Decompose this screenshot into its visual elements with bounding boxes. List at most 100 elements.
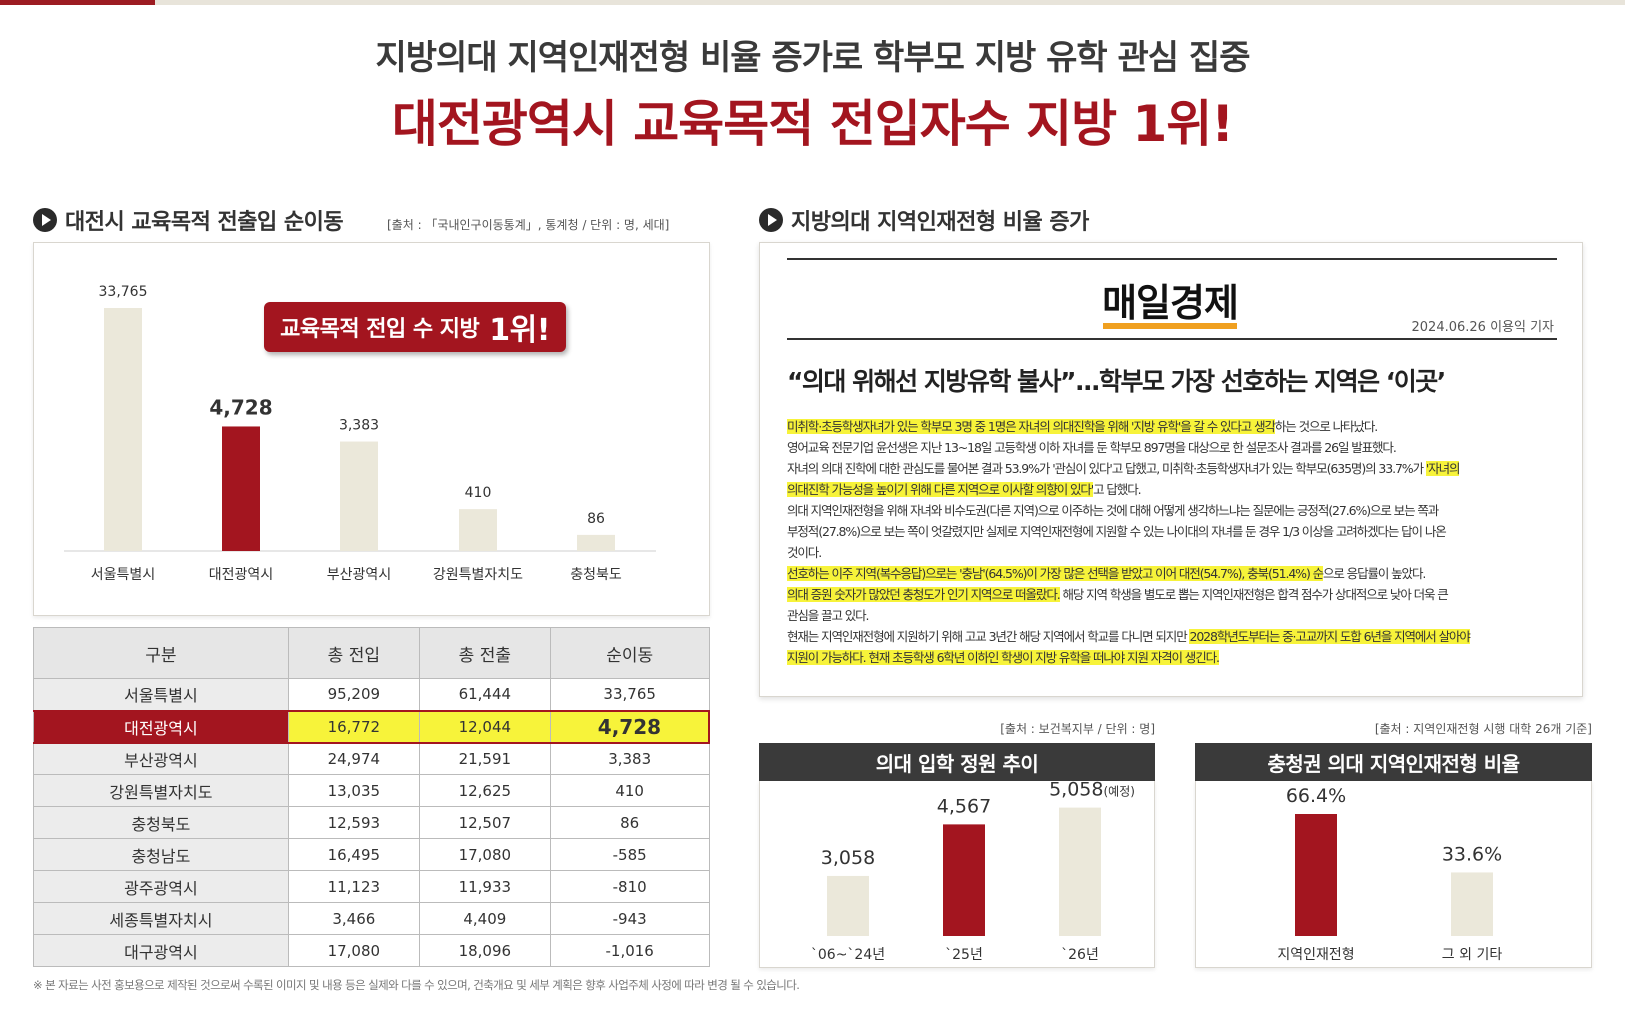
news-text: 으로 응답률이 높았다.	[1323, 566, 1426, 581]
table-row: 충청남도 16,495 17,080 -585	[33, 838, 710, 871]
rank-badge-rank: 1위!	[489, 313, 550, 348]
news-highlight-text: 지원이 가능하다. 현재 초등학생 6학년 이하인 학생이 지방 유학을 떠나야…	[787, 650, 1220, 665]
table-row-header: 광주광역시	[33, 870, 289, 903]
table-cell: 4,728	[549, 709, 710, 744]
top-decor-bar	[0, 0, 1625, 5]
news-body-line: 영어교육 전문기업 윤선생은 지난 13~18일 고등학생 이하 자녀를 둔 학…	[787, 437, 1557, 458]
table-header-cell: 순이동	[549, 627, 710, 679]
news-body-line: 지원이 가능하다. 현재 초등학생 6학년 이하인 학생이 지방 유학을 떠나야…	[787, 647, 1557, 668]
play-bullet-icon	[759, 208, 783, 232]
right-section-title: 지방의대 지역인재전형 비율 증가	[759, 204, 1089, 236]
table-row-header: 대전광역시	[33, 709, 289, 744]
chart-data-label: 3,383	[339, 418, 379, 434]
left-section-title: 대전시 교육목적 전출입 순이동	[33, 204, 344, 236]
table-row-header: 서울특별시	[33, 678, 289, 711]
quota-chart: 3,058 `06~`24년 4,567 `25년 5,058(예정) `26년	[811, 781, 1135, 963]
news-text: 해당 지역 학생을 별도로 뽑는 지역인재전형은 합격 점수가 상대적으로 낮아…	[1059, 587, 1448, 602]
chart-data-label: 4,567	[937, 795, 991, 817]
table-cell: -585	[549, 838, 710, 871]
chart-data-label: 66.4%	[1286, 785, 1346, 807]
table-header-cell: 총 전출	[418, 627, 551, 679]
news-highlight-text: 의대 증원 숫자가 많았던 충청도가 인기 지역으로 떠올랐다.	[787, 587, 1061, 602]
news-text: 현재는 지역인재전형에 지원하기 위해 고교 3년간 해당 지역에서 학교를 다…	[787, 629, 1190, 644]
table-cell: 4,409	[418, 902, 551, 935]
table-cell: 61,444	[418, 678, 551, 711]
chart-data-label: 4,728	[209, 395, 272, 419]
table-row: 광주광역시 11,123 11,933 -810	[33, 870, 710, 903]
news-body-line: 현재는 지역인재전형에 지원하기 위해 고교 3년간 해당 지역에서 학교를 다…	[787, 626, 1557, 647]
table-header-cell: 구분	[33, 627, 289, 679]
chart-category-label: 지역인재전형	[1277, 947, 1354, 963]
news-text: 자녀의 의대 진학에 대한 관심도를 물어본 결과 53.9%가 '관심이 있다…	[787, 461, 1426, 476]
news-body-line: 선호하는 이주 지역(복수응답)으로는 '충남'(64.5%)이 가장 많은 선…	[787, 563, 1557, 584]
news-text: 영어교육 전문기업 윤선생은 지난 13~18일 고등학생 이하 자녀를 둔 학…	[787, 440, 1397, 455]
table-cell: 12,044	[418, 709, 551, 744]
chart-bar	[104, 308, 142, 551]
right-section-title-text: 지방의대 지역인재전형 비율 증가	[791, 210, 1089, 235]
news-highlight-text: 미취학·초등학생자녀가 있는 학부모 3명 중 1명은 자녀의 의대진학을 위해…	[787, 419, 1276, 434]
chart-bar	[222, 426, 260, 551]
news-text: 관심을 끌고 있다.	[787, 608, 870, 623]
news-body-line: 의대 지역인재전형을 위해 자녀와 비수도권(다른 지역)으로 이주하는 것에 …	[787, 500, 1557, 521]
table-cell: 3,383	[549, 742, 710, 775]
table-cell: 24,974	[287, 742, 420, 775]
table-cell: -810	[549, 870, 710, 903]
quota-panel-body: 3,058 `06~`24년 4,567 `25년 5,058(예정) `26년	[759, 781, 1155, 968]
table-row: 대전광역시 16,772 12,044 4,728	[33, 709, 710, 744]
table-cell: -1,016	[549, 934, 710, 967]
table-cell: 13,035	[287, 774, 420, 807]
table-row-header: 세종특별자치시	[33, 902, 289, 935]
table-cell: 3,466	[287, 902, 420, 935]
net-move-chart: 33,765 서울특별시 4,728 대전광역시 3,383 부산광역시 410 강원특별자치…	[64, 284, 656, 583]
chart-bar	[340, 441, 378, 551]
news-text: 것이다.	[787, 545, 822, 560]
news-headline: “의대 위해선 지방유학 불사”...학부모 가장 선호하는 지역은 ‘이곳’	[787, 367, 1446, 396]
chart-data-label: 5,058(예정)	[1049, 781, 1135, 801]
table-row-header: 대구광역시	[33, 934, 289, 967]
left-section-title-text: 대전시 교육목적 전출입 순이동	[65, 210, 344, 235]
chart-data-label: 86	[587, 511, 605, 527]
chart-label-suffix: (예정)	[1103, 785, 1134, 799]
quota-source: [출처 : 보건복지부 / 단위 : 명]	[1000, 722, 1155, 736]
play-bullet-icon	[33, 208, 57, 232]
chart-category-label: 대전광역시	[209, 567, 273, 583]
chart-bar	[459, 509, 497, 551]
page-subheadline: 대전광역시 교육목적 전입자수 지방 1위!	[391, 95, 1234, 153]
chart-data-label: 410	[465, 485, 492, 501]
news-body-line: 부정적(27.8%)으로 보는 쪽이 엇갈렸지만 실제로 지역인재전형에 지원할…	[787, 521, 1557, 542]
news-highlight-text: 2028학년도부터는 중·고교까지 도합 6년을 지역에서 살아야	[1189, 629, 1471, 644]
table-row: 부산광역시 24,974 21,591 3,383	[33, 742, 710, 775]
table-row-header: 강원특별자치도	[33, 774, 289, 807]
table-cell: 12,625	[418, 774, 551, 807]
chart-data-label: 33,765	[99, 284, 148, 300]
ratio-source: [출처 : 지역인재전형 시행 대학 26개 기준]	[1374, 722, 1592, 736]
news-text: 하는 것으로 나타났다.	[1274, 419, 1378, 434]
table-cell: 33,765	[549, 678, 710, 711]
table-cell: 17,080	[287, 934, 420, 967]
news-text: 고 답했다.	[1093, 482, 1141, 497]
table-cell: 17,080	[418, 838, 551, 871]
table-cell: 21,591	[418, 742, 551, 775]
table-row: 충청북도 12,593 12,507 86	[33, 806, 710, 839]
chart-category-label: 그 외 기타	[1442, 947, 1503, 963]
chart-category-label: 충청북도	[570, 567, 622, 583]
table-cell: 18,096	[418, 934, 551, 967]
news-highlight-text: '자녀의	[1425, 461, 1460, 476]
news-body-line: 자녀의 의대 진학에 대한 관심도를 물어본 결과 53.9%가 '관심이 있다…	[787, 458, 1557, 479]
news-highlight-text: 선호하는 이주 지역(복수응답)으로는 '충남'(64.5%)이 가장 많은 선…	[787, 566, 1324, 581]
table-cell: 11,123	[287, 870, 420, 903]
table-row: 서울특별시 95,209 61,444 33,765	[33, 678, 710, 711]
footnote: ※ 본 자료는 사전 홍보용으로 제작된 것으로써 수록된 이미지 및 내용 등…	[33, 978, 800, 992]
ratio-panel-body: 66.4% 지역인재전형 33.6% 그 외 기타	[1195, 781, 1592, 968]
chart-bar	[577, 534, 615, 551]
table-header-row: 구분 총 전입 총 전출 순이동	[33, 627, 710, 679]
chart-bar	[1451, 872, 1493, 936]
chart-bar	[943, 824, 985, 936]
table-row: 대구광역시 17,080 18,096 -1,016	[33, 934, 710, 967]
news-body-line: 관심을 끌고 있다.	[787, 605, 1557, 626]
ratio-chart: 66.4% 지역인재전형 33.6% 그 외 기타	[1277, 785, 1503, 963]
news-logo: 매일경제	[1102, 281, 1239, 325]
table-cell: 11,933	[418, 870, 551, 903]
chart-data-label: 3,058	[821, 847, 875, 869]
top-accent-bar	[0, 0, 155, 5]
